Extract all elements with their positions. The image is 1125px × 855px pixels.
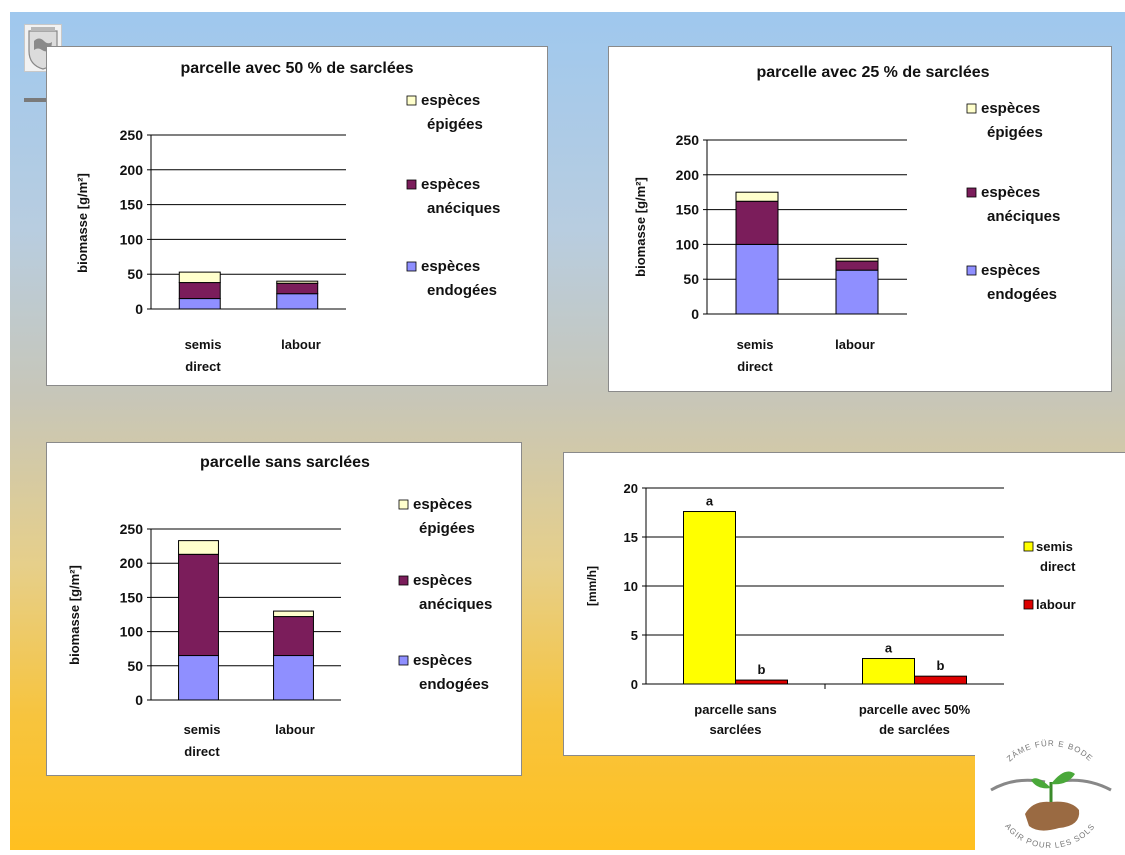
significance-label: a — [706, 494, 714, 509]
y-tick-label: 250 — [120, 521, 144, 537]
bar-epigees-labour — [276, 280, 319, 284]
legend-label-endogees: espèces endogées — [421, 258, 497, 299]
chart-title: parcelle sans sarclées — [200, 454, 370, 471]
legend-swatch-endogees — [406, 261, 417, 272]
x-category-label: parcelle avec 50% de sarclées — [859, 702, 971, 737]
x-category-label: parcelle sans sarclées — [694, 702, 776, 737]
x-category-label: labour — [281, 337, 321, 352]
legend-label-semis-direct: semis direct — [1036, 539, 1076, 574]
legend-swatch-epigees — [398, 499, 409, 510]
legend-label-epigees: espèces épigées — [421, 92, 483, 133]
y-axis-label: biomasse [g/m²] — [75, 173, 90, 273]
legend-swatch-endogees — [398, 655, 409, 666]
bar-epigees-semis-direct — [735, 191, 779, 202]
bar-aneciques-semis-direct — [178, 282, 221, 300]
y-tick-label: 5 — [631, 628, 638, 643]
x-category-label: labour — [275, 722, 315, 737]
y-tick-label: 0 — [135, 301, 143, 317]
y-tick-label: 150 — [120, 197, 144, 213]
chart-title: parcelle avec 50 % de sarclées — [180, 60, 413, 77]
legend-label-epigees: espèces épigées — [413, 496, 475, 537]
bar-aneciques-labour — [835, 260, 879, 271]
significance-label: b — [758, 662, 766, 677]
legend-swatch-aneciques — [966, 187, 977, 198]
legend-swatch-labour — [1023, 599, 1034, 610]
y-tick-label: 0 — [691, 306, 699, 322]
chart-panel-sans: parcelle sans sarclées biomasse [g/m²] 250… — [46, 442, 522, 776]
chart-sans-sarclees: parcelle sans sarclées biomasse [g/m²] 250… — [67, 454, 492, 759]
y-tick-label: 250 — [676, 132, 700, 148]
y-tick-label: 50 — [683, 271, 699, 287]
x-category-label: labour — [835, 337, 875, 352]
y-tick-label: 150 — [120, 589, 144, 605]
y-tick-label: 250 — [120, 127, 144, 143]
bar-endogees-semis-direct — [178, 655, 219, 701]
legend-swatch-endogees — [966, 265, 977, 276]
chart-25-percent: parcelle avec 25 % de sarclées biomasse [… — [633, 64, 1060, 374]
y-tick-label: 100 — [120, 624, 144, 640]
y-tick-label: 50 — [127, 266, 143, 282]
bar-aneciques-semis-direct — [735, 200, 779, 245]
x-category-label: semis direct — [737, 337, 774, 374]
y-tick-label: 0 — [631, 677, 638, 692]
agir-pour-les-sols-logo: ZÄME FÜR E BODE AGIR POUR LES SOLS — [975, 730, 1125, 850]
legend-swatch-aneciques — [406, 179, 417, 190]
bar-semis-direct-sans — [683, 511, 736, 685]
chart-title: parcelle avec 25 % de sarclées — [756, 64, 989, 81]
y-tick-label: 15 — [624, 530, 638, 545]
bar-aneciques-labour — [276, 282, 319, 295]
bar-epigees-semis-direct — [178, 540, 219, 555]
bar-endogees-labour — [835, 269, 879, 315]
bar-aneciques-labour — [273, 616, 314, 657]
y-tick-label: 10 — [624, 579, 638, 594]
legend-label-aneciques: espèces anéciques — [421, 176, 500, 217]
y-tick-label: 100 — [120, 231, 144, 247]
chart-panel-infiltration: [mm/h] 20 15 10 5 0 a b parcelle sans sarclées a b p… — [563, 452, 1125, 756]
y-axis-label: [mm/h] — [585, 566, 599, 606]
bar-semis-direct-50 — [862, 658, 915, 685]
chart-50-percent: parcelle avec 50 % de sarclées biomasse [… — [75, 60, 500, 374]
legend-label-epigees: espèces épigées — [981, 100, 1043, 141]
y-axis-label: biomasse [g/m²] — [633, 177, 648, 277]
y-tick-label: 200 — [120, 555, 144, 571]
y-tick-label: 200 — [120, 162, 144, 178]
chart-panel-25: parcelle avec 25 % de sarclées biomasse [… — [608, 46, 1112, 392]
bar-epigees-labour — [273, 610, 314, 618]
legend-label-endogees: espèces endogées — [981, 262, 1057, 303]
chart-panel-50: parcelle avec 50 % de sarclées biomasse [… — [46, 46, 548, 386]
chart-infiltration: [mm/h] 20 15 10 5 0 a b parcelle sans sarclées a b p… — [585, 481, 1076, 737]
legend-swatch-semis-direct — [1023, 541, 1034, 552]
y-axis-label: biomasse [g/m²] — [67, 565, 82, 665]
bar-labour-sans — [735, 679, 788, 685]
y-tick-label: 200 — [676, 167, 700, 183]
bar-labour-50 — [914, 675, 967, 685]
bar-epigees-semis-direct — [178, 271, 221, 284]
svg-text:ZÄME FÜR E BODE: ZÄME FÜR E BODE — [1005, 739, 1095, 763]
significance-label: a — [885, 641, 893, 656]
y-tick-label: 150 — [676, 202, 700, 218]
bar-endogees-labour — [276, 293, 319, 310]
x-category-label: semis direct — [184, 722, 221, 759]
legend-swatch-epigees — [406, 95, 417, 106]
bar-endogees-labour — [273, 655, 314, 701]
legend-swatch-epigees — [966, 103, 977, 114]
legend-label-aneciques: espèces anéciques — [413, 572, 492, 613]
y-tick-label: 100 — [676, 236, 700, 252]
bar-epigees-labour — [835, 257, 879, 262]
legend-label-aneciques: espèces anéciques — [981, 184, 1060, 225]
logo-top-text: ZÄME FÜR E BODE — [1005, 739, 1094, 763]
y-tick-label: 20 — [624, 481, 638, 496]
legend-label-endogees: espèces endogées — [413, 652, 489, 693]
legend-swatch-aneciques — [398, 575, 409, 586]
significance-label: b — [937, 658, 945, 673]
bar-endogees-semis-direct — [178, 298, 221, 310]
bar-aneciques-semis-direct — [178, 553, 219, 657]
y-tick-label: 50 — [127, 658, 143, 674]
bar-endogees-semis-direct — [735, 243, 779, 315]
y-tick-label: 0 — [135, 692, 143, 708]
x-category-label: semis direct — [185, 337, 222, 374]
legend-label-labour: labour — [1036, 597, 1076, 612]
